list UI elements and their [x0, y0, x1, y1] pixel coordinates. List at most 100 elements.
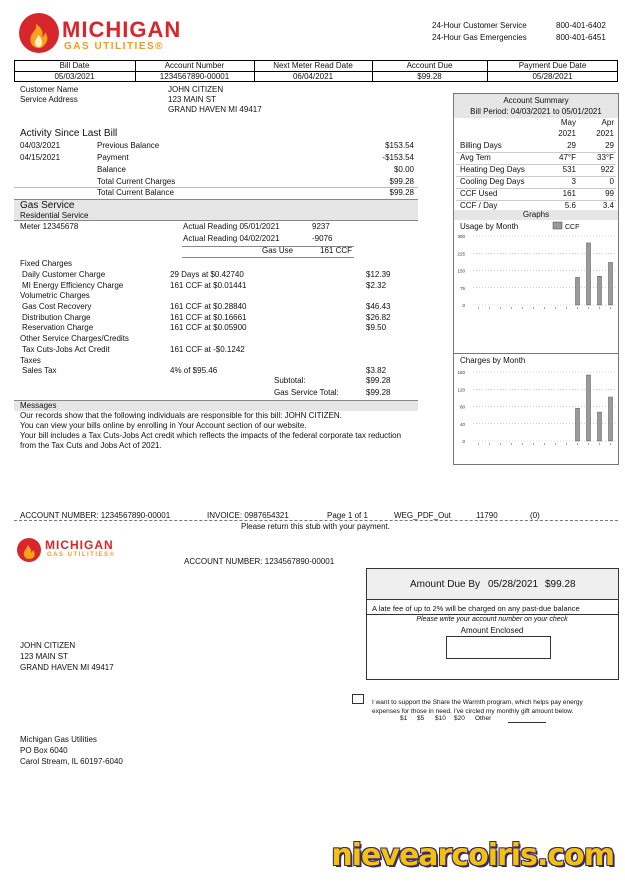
charge-detail: 161 CCF at $0.28840 [170, 302, 247, 311]
rule [456, 176, 616, 177]
amount: $0.00 [393, 164, 414, 174]
column-header: Next Meter Read Date [273, 61, 353, 71]
message-line: Your bill includes a Tax Cuts-Jobs Act c… [20, 430, 402, 440]
use-value: 161 CCF [320, 246, 353, 256]
charge-label: Distribution Charge [22, 312, 91, 322]
remit-account: ACCOUNT NUMBER: 1234567890-00001 [184, 557, 335, 567]
summary-column: Apr [601, 118, 614, 128]
rule [182, 246, 354, 247]
bar [608, 262, 613, 306]
summary-label: Cooling Deg Days [460, 177, 525, 187]
charge-label: Gas Cost Recovery [22, 302, 92, 311]
message-line: Our records show that the following indi… [20, 411, 342, 421]
charge-label: Sales Tax [22, 366, 57, 376]
rule [456, 152, 616, 153]
customer-line: JOHN CITIZEN [20, 641, 76, 651]
amount: $153.54 [385, 141, 414, 151]
column-header: Payment Due Date [518, 61, 587, 71]
bar [586, 242, 591, 306]
rule [135, 60, 136, 82]
meter: Meter 12345678 [20, 222, 79, 232]
amount: -$153.54 [382, 153, 414, 162]
customer-line: 123 MAIN ST [168, 95, 217, 105]
row-label: Previous Balance [97, 141, 160, 151]
summary-column: May [560, 118, 576, 128]
y-tick-label: 0 [462, 439, 465, 444]
charge-detail: 161 CCF at $0.05900 [170, 323, 247, 333]
gift-amount: $1 [400, 715, 408, 723]
rule [456, 200, 616, 201]
gift-amount: $5 [417, 715, 425, 723]
charge-label: Tax Cuts-Jobs Act Credit [22, 344, 110, 354]
mail-line: PO Box 6040 [20, 746, 68, 756]
gift-amount: $20 [454, 715, 465, 723]
column-value: 05/03/2021 [54, 72, 95, 82]
stub-field: WEG_PDF_Out [394, 511, 451, 521]
charge-label: MI Energy Efficiency Charge [22, 280, 124, 290]
summary-value: 33°F [597, 153, 614, 163]
legend-label: CCF [565, 224, 579, 231]
section-band [454, 94, 618, 118]
charge-detail: 161 CCF at -$0.1242 [170, 344, 245, 354]
stub-field: ACCOUNT NUMBER: 1234567890-00001 [20, 511, 171, 521]
y-tick-label: 225 [457, 251, 465, 256]
due-amount: $99.28 [545, 578, 576, 590]
amount-band [367, 569, 618, 600]
field-label: Customer Name [20, 85, 79, 95]
y-tick-label: 0 [462, 303, 465, 308]
section-subtitle: Residential Service [20, 211, 89, 221]
row-label: Total Current Charges [97, 176, 176, 186]
charge-detail: 29 Days at $0.42740 [170, 269, 244, 279]
amount-input [446, 636, 551, 659]
contact-label: 24-Hour Gas Emergencies [432, 33, 527, 43]
logo-flame [17, 538, 41, 562]
summary-title: Account Summary [503, 96, 569, 106]
summary-value: 922 [600, 165, 614, 175]
section-title: Activity Since Last Bill [20, 127, 118, 139]
y-tick-label: 150 [457, 269, 465, 274]
y-tick-label: 160 [457, 370, 465, 375]
section-band [454, 210, 618, 220]
charge-amount: $12.39 [366, 269, 391, 279]
due-label: Amount Due By [410, 578, 481, 590]
row-label: Payment [97, 153, 129, 162]
bar [608, 396, 613, 442]
charge-detail: 161 CCF at $0.01441 [170, 280, 247, 290]
charge-amount: $2.32 [366, 280, 387, 290]
section-title: Gas Service [20, 199, 75, 211]
charge-group: Other Service Charges/Credits [20, 334, 129, 344]
summary-label: CCF Used [460, 189, 498, 199]
summary-value: 29 [567, 141, 576, 151]
contact-phone: 800-401-6451 [556, 33, 606, 43]
reading-label: Actual Reading 05/01/2021 [183, 222, 280, 232]
rule [508, 722, 546, 723]
y-tick-label: 40 [460, 422, 466, 427]
summary-column: 2021 [596, 129, 614, 139]
charge-group: Volumetric Charges [20, 291, 90, 301]
y-tick-label: 300 [457, 234, 465, 239]
reading-value: -9076 [312, 233, 333, 243]
rule [456, 164, 616, 165]
column-value: $99.28 [417, 72, 442, 82]
stub-note: Please return this stub with your paymen… [241, 522, 390, 532]
field-label: Service Address [20, 95, 78, 105]
summary-label: Avg Tem [460, 153, 491, 163]
section-title: Messages [20, 401, 57, 411]
charge-group: Taxes [20, 355, 41, 365]
summary-column: 2021 [558, 129, 576, 139]
contact-phone: 800-401-6402 [556, 21, 606, 31]
reading-value: 9237 [312, 222, 330, 232]
cut-line [14, 520, 618, 521]
summary-value: 29 [605, 141, 614, 151]
customer-line: GRAND HAVEN MI 49417 [168, 105, 262, 115]
rule [182, 257, 354, 258]
summary-label: CCF / Day [460, 201, 498, 211]
summary-value: 5.6 [564, 201, 576, 211]
logo-subtext: GAS UTILITIES® [64, 40, 165, 52]
bar [575, 277, 580, 306]
bar [586, 374, 591, 442]
rule [14, 71, 618, 72]
charge-amount: $9.50 [366, 323, 387, 333]
logo-text: MICHIGAN [62, 17, 182, 43]
